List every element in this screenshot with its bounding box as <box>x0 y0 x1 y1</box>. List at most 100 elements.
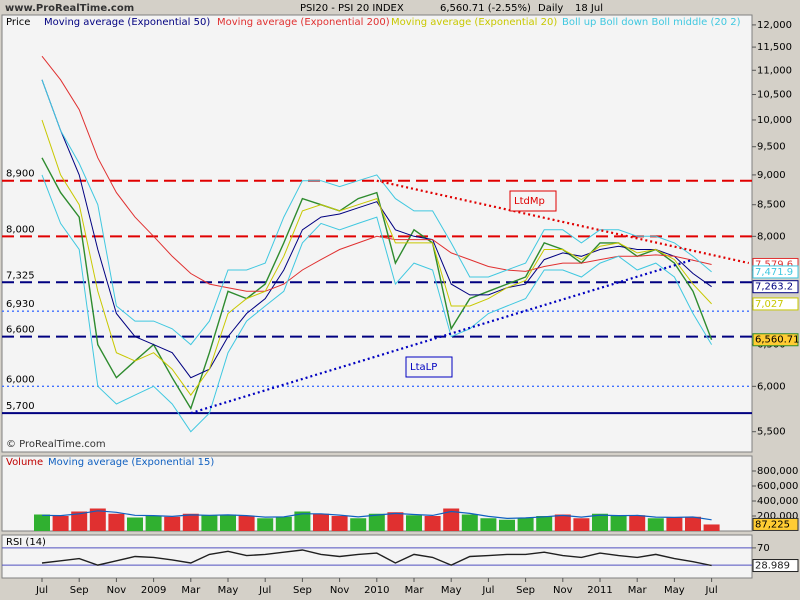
period: Daily <box>538 3 563 14</box>
support-label: 6,000 <box>6 374 35 385</box>
legend-entry: Moving average (Exponential 200) <box>217 17 390 28</box>
support-label: 6,600 <box>6 325 35 336</box>
x-tick-label: Sep <box>293 585 312 596</box>
x-tick-label: Sep <box>516 585 535 596</box>
x-tick-label: 2011 <box>587 585 612 596</box>
legend-entry: Moving average (Exponential 15) <box>48 457 214 468</box>
x-tick-label: Mar <box>181 585 201 596</box>
support-label: 8,900 <box>6 169 35 180</box>
volume-bar <box>703 524 720 531</box>
trend-label: LtdMp <box>514 196 545 207</box>
quote: 6,560.71 (-2.55%) <box>440 3 531 14</box>
volume-bar <box>220 514 236 531</box>
y-tick-label: 11,000 <box>757 65 792 76</box>
support-label: 7,325 <box>6 270 35 281</box>
last-value-label: 7,471.9 <box>755 267 793 278</box>
volume-bar <box>685 516 701 531</box>
indicator-line <box>41 549 712 567</box>
x-tick-label: 2010 <box>364 585 389 596</box>
x-tick-label: Mar <box>405 585 425 596</box>
x-tick-label: Jul <box>35 585 48 596</box>
watermark: www.ProRealTime.com <box>5 3 134 14</box>
last-value-label: 28.989 <box>755 561 790 572</box>
y-tick-label: 8,500 <box>757 200 786 211</box>
volume-bar <box>666 517 683 531</box>
y-tick-label: 70 <box>757 543 770 554</box>
x-tick-label: Jul <box>705 585 718 596</box>
volume-bar <box>164 516 181 531</box>
x-tick-label: Nov <box>330 585 350 596</box>
panel-title: RSI (14) <box>6 537 46 548</box>
x-tick-label: May <box>441 585 462 596</box>
volume-bar <box>517 517 534 531</box>
indicator-line <box>41 55 712 292</box>
volume-bar <box>127 517 143 531</box>
legend-entry: Moving average (Exponential 50) <box>44 17 210 28</box>
last-value-box <box>752 280 799 294</box>
volume-bar <box>238 516 255 531</box>
support-label: 5,700 <box>6 401 35 412</box>
y-tick-label: 9,000 <box>757 170 786 181</box>
y-tick-label: 5,500 <box>757 427 786 438</box>
indicator-line <box>41 79 712 379</box>
volume-bar <box>201 515 218 531</box>
trend-line <box>376 179 750 265</box>
volume-bar <box>52 516 69 531</box>
volume-bar <box>89 508 106 531</box>
volume-bar <box>350 518 367 531</box>
last-value-label: 87,225 <box>755 519 790 530</box>
x-tick-label: Nov <box>553 585 573 596</box>
volume-bar <box>592 513 608 531</box>
support-label: 8,000 <box>6 224 35 235</box>
y-tick-label: 9,500 <box>757 142 786 153</box>
price-panel <box>1 14 753 453</box>
last-value-label: 7,027 <box>755 299 784 310</box>
y-tick-label: 200,000 <box>757 511 798 522</box>
volume-bar <box>461 514 478 531</box>
volume-bar <box>387 512 404 531</box>
bollinger-lower <box>41 174 713 433</box>
x-tick-label: 2009 <box>141 585 166 596</box>
volume-bar <box>629 515 646 531</box>
volume-bar <box>424 516 441 531</box>
volume-bar <box>182 513 199 531</box>
y-tick-label: 400,000 <box>757 496 798 507</box>
volume-bar <box>145 516 162 531</box>
volume-bar <box>331 516 348 531</box>
x-tick-label: Jul <box>258 585 271 596</box>
y-tick-label: 6,000 <box>757 381 786 392</box>
last-value-label: 7,579.6 <box>755 259 793 270</box>
indicator-line <box>41 79 712 346</box>
volume-bar <box>34 514 50 531</box>
volume-bar <box>443 508 460 531</box>
volume-bar <box>406 515 422 531</box>
y-tick-label: 12,000 <box>757 20 792 31</box>
copyright: © ProRealTime.com <box>6 439 106 450</box>
legend-entry: Moving average (Exponential 20) <box>391 17 557 28</box>
indicator-line <box>41 119 712 396</box>
volume-bar <box>536 516 553 531</box>
trend-label: LtaLP <box>410 362 437 373</box>
volume-bar <box>275 516 292 531</box>
y-tick-label: 10,500 <box>757 90 792 101</box>
volume-bar <box>313 513 329 531</box>
last-value-label: 7,263.2 <box>755 282 793 293</box>
volume-bar <box>554 514 571 531</box>
date: 18 Jul <box>575 3 603 14</box>
x-tick-label: May <box>218 585 239 596</box>
legend-entry: Price <box>6 17 30 28</box>
symbol: PSI20 - PSI 20 INDEX <box>300 3 404 14</box>
volume-bar <box>610 516 627 531</box>
last-value-label: 6,560.71 <box>755 335 800 346</box>
volume-bar <box>480 518 497 531</box>
y-tick-label: 800,000 <box>757 466 798 477</box>
trend-label-box <box>405 356 453 378</box>
last-value-box <box>752 333 799 347</box>
legend-entry: Boll up Boll down Boll middle (20 2) <box>562 17 741 28</box>
x-tick-label: Sep <box>70 585 89 596</box>
y-tick-label: 600,000 <box>757 481 798 492</box>
last-value-box <box>752 265 799 279</box>
volume-bar <box>368 513 385 531</box>
y-tick-label: 8,000 <box>757 231 786 242</box>
